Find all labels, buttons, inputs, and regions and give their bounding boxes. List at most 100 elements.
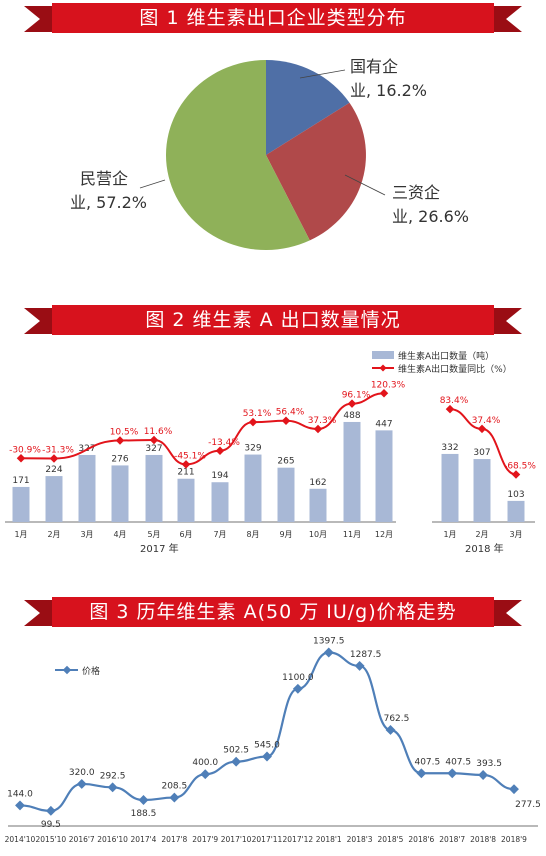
yoy-value-label: -13.4%	[208, 438, 240, 448]
price-value-label: 545.0	[254, 741, 280, 751]
yoy-value-label: 96.1%	[342, 391, 371, 401]
price-point	[509, 784, 519, 795]
x-tick-label: 2017'8	[161, 835, 187, 844]
price-point	[15, 800, 25, 811]
price-point	[169, 792, 180, 803]
bar-value-label: 329	[244, 444, 261, 454]
fig2-legend: 维生素A出口数量（吨） 维生素A出口数量同比（%）	[372, 350, 512, 375]
fig3-legend-marker	[62, 665, 72, 675]
pie-slice-foreign	[266, 102, 366, 241]
figure1-panel: 图 1 维生素出口企业类型分布 国有企 业, 16.2% 三资企 业, 26.6…	[0, 0, 546, 300]
figure2-title: 图 2 维生素 A 出口数量情况	[145, 309, 401, 331]
x-tick-label: 2016'7	[69, 835, 95, 844]
pie-slice-state-owned	[266, 60, 350, 155]
x-tick-label: 4月	[113, 530, 126, 539]
yoy-point	[215, 446, 225, 456]
yoy-value-label: 53.1%	[243, 409, 272, 419]
bar-2017-11月	[343, 421, 361, 522]
yoy-point	[49, 454, 59, 463]
yoy-point	[149, 435, 159, 445]
x-tick-label: 2017'4	[131, 835, 157, 844]
bar-value-label: 447	[375, 419, 392, 429]
bar-value-label: 488	[343, 411, 360, 421]
price-value-label: 393.5	[476, 759, 502, 769]
price-value-label: 144.0	[7, 789, 33, 799]
price-value-label: 208.5	[161, 782, 187, 792]
price-point	[323, 647, 334, 658]
bar-2017-8月	[244, 454, 262, 522]
yoy-value-label: -31.3%	[42, 445, 74, 455]
x-tick-label: 2018'6	[408, 835, 434, 844]
bar-value-label: 265	[277, 457, 294, 467]
bar-2018-2月	[473, 459, 491, 522]
bar-2018-1月	[441, 453, 459, 522]
yoy-value-label: -68.5%	[504, 461, 536, 471]
bar-value-label: 211	[177, 468, 194, 478]
price-value-label: 762.5	[384, 714, 410, 724]
bar-value-label: 224	[45, 465, 62, 475]
price-value-label: 502.5	[223, 746, 249, 756]
legend-line-label: 维生素A出口数量同比（%）	[398, 363, 512, 375]
legend-line-marker	[379, 364, 387, 372]
yoy-value-label: 37.3%	[308, 416, 337, 426]
bar-value-label: 332	[441, 443, 458, 453]
x-tick-label: 2018'9	[501, 835, 527, 844]
yoy-point	[477, 424, 487, 434]
figure3-panel: 图 3 历年维生素 A(50 万 IU/g)价格走势 价格 144.0 2014'…	[0, 590, 546, 856]
yoy-line-bridge	[53, 439, 121, 460]
price-value-label: 292.5	[100, 771, 126, 781]
bar-2017-2月	[45, 476, 63, 522]
yoy-point	[379, 389, 389, 398]
x-tick-label: 2017'10	[221, 835, 252, 844]
bar-2017-10月	[309, 488, 327, 522]
x-tick-label: 1月	[443, 530, 456, 539]
bar-value-label: 307	[473, 448, 490, 458]
x-tick-label: 2018'7	[439, 835, 465, 844]
x-tick-label: 9月	[279, 530, 292, 539]
yoy-value-label: -45.1%	[174, 451, 206, 461]
pie-label-foreign-line2: 业, 26.6%	[392, 207, 469, 226]
bar-2017-3月	[78, 454, 96, 522]
price-value-label: 188.5	[131, 809, 157, 819]
price-point	[107, 782, 118, 793]
figure1-banner	[24, 3, 522, 33]
x-tick-label: 2015'10	[36, 835, 67, 844]
price-point	[200, 769, 211, 780]
yoy-point	[313, 424, 323, 434]
x-tick-label: 2017'11	[252, 835, 283, 844]
price-value-label: 1100.0	[282, 673, 314, 683]
price-value-label: 99.5	[41, 820, 61, 830]
yoy-point	[181, 460, 191, 469]
x-tick-label: 2017'9	[192, 835, 218, 844]
price-point	[447, 768, 458, 779]
price-point	[354, 660, 365, 671]
bar-2017-1月	[12, 486, 30, 522]
price-value-label: 407.5	[414, 757, 440, 767]
yoy-point	[248, 417, 258, 427]
pie-leader-private	[139, 179, 166, 189]
x-tick-label: 6月	[179, 530, 192, 539]
x-tick-label: 5月	[147, 530, 160, 539]
price-point	[45, 805, 56, 816]
bar-2017-9月	[277, 467, 295, 522]
price-point	[262, 751, 272, 762]
yoy-point	[347, 399, 357, 408]
legend-bar-swatch	[372, 351, 394, 359]
x-tick-label: 8月	[246, 530, 259, 539]
price-point	[76, 779, 87, 789]
price-value-label: 1397.5	[313, 637, 345, 647]
bar-value-label: 276	[111, 454, 128, 464]
pie-label-state-line1: 国有企	[350, 57, 398, 76]
pie-slice-private	[165, 60, 310, 250]
x-tick-label: 2016'10	[97, 835, 128, 844]
price-point	[231, 756, 242, 767]
yoy-point	[115, 436, 125, 445]
yoy-point	[445, 404, 455, 414]
x-tick-label: 3月	[80, 530, 93, 539]
yoy-value-label: 11.6%	[144, 427, 173, 437]
yoy-point	[281, 416, 291, 425]
price-value-label: 400.0	[192, 758, 218, 768]
legend-bar-label: 维生素A出口数量（吨）	[398, 350, 494, 362]
fig3-legend-label: 价格	[82, 665, 100, 677]
pie-label-private-line1: 民营企	[80, 169, 128, 188]
